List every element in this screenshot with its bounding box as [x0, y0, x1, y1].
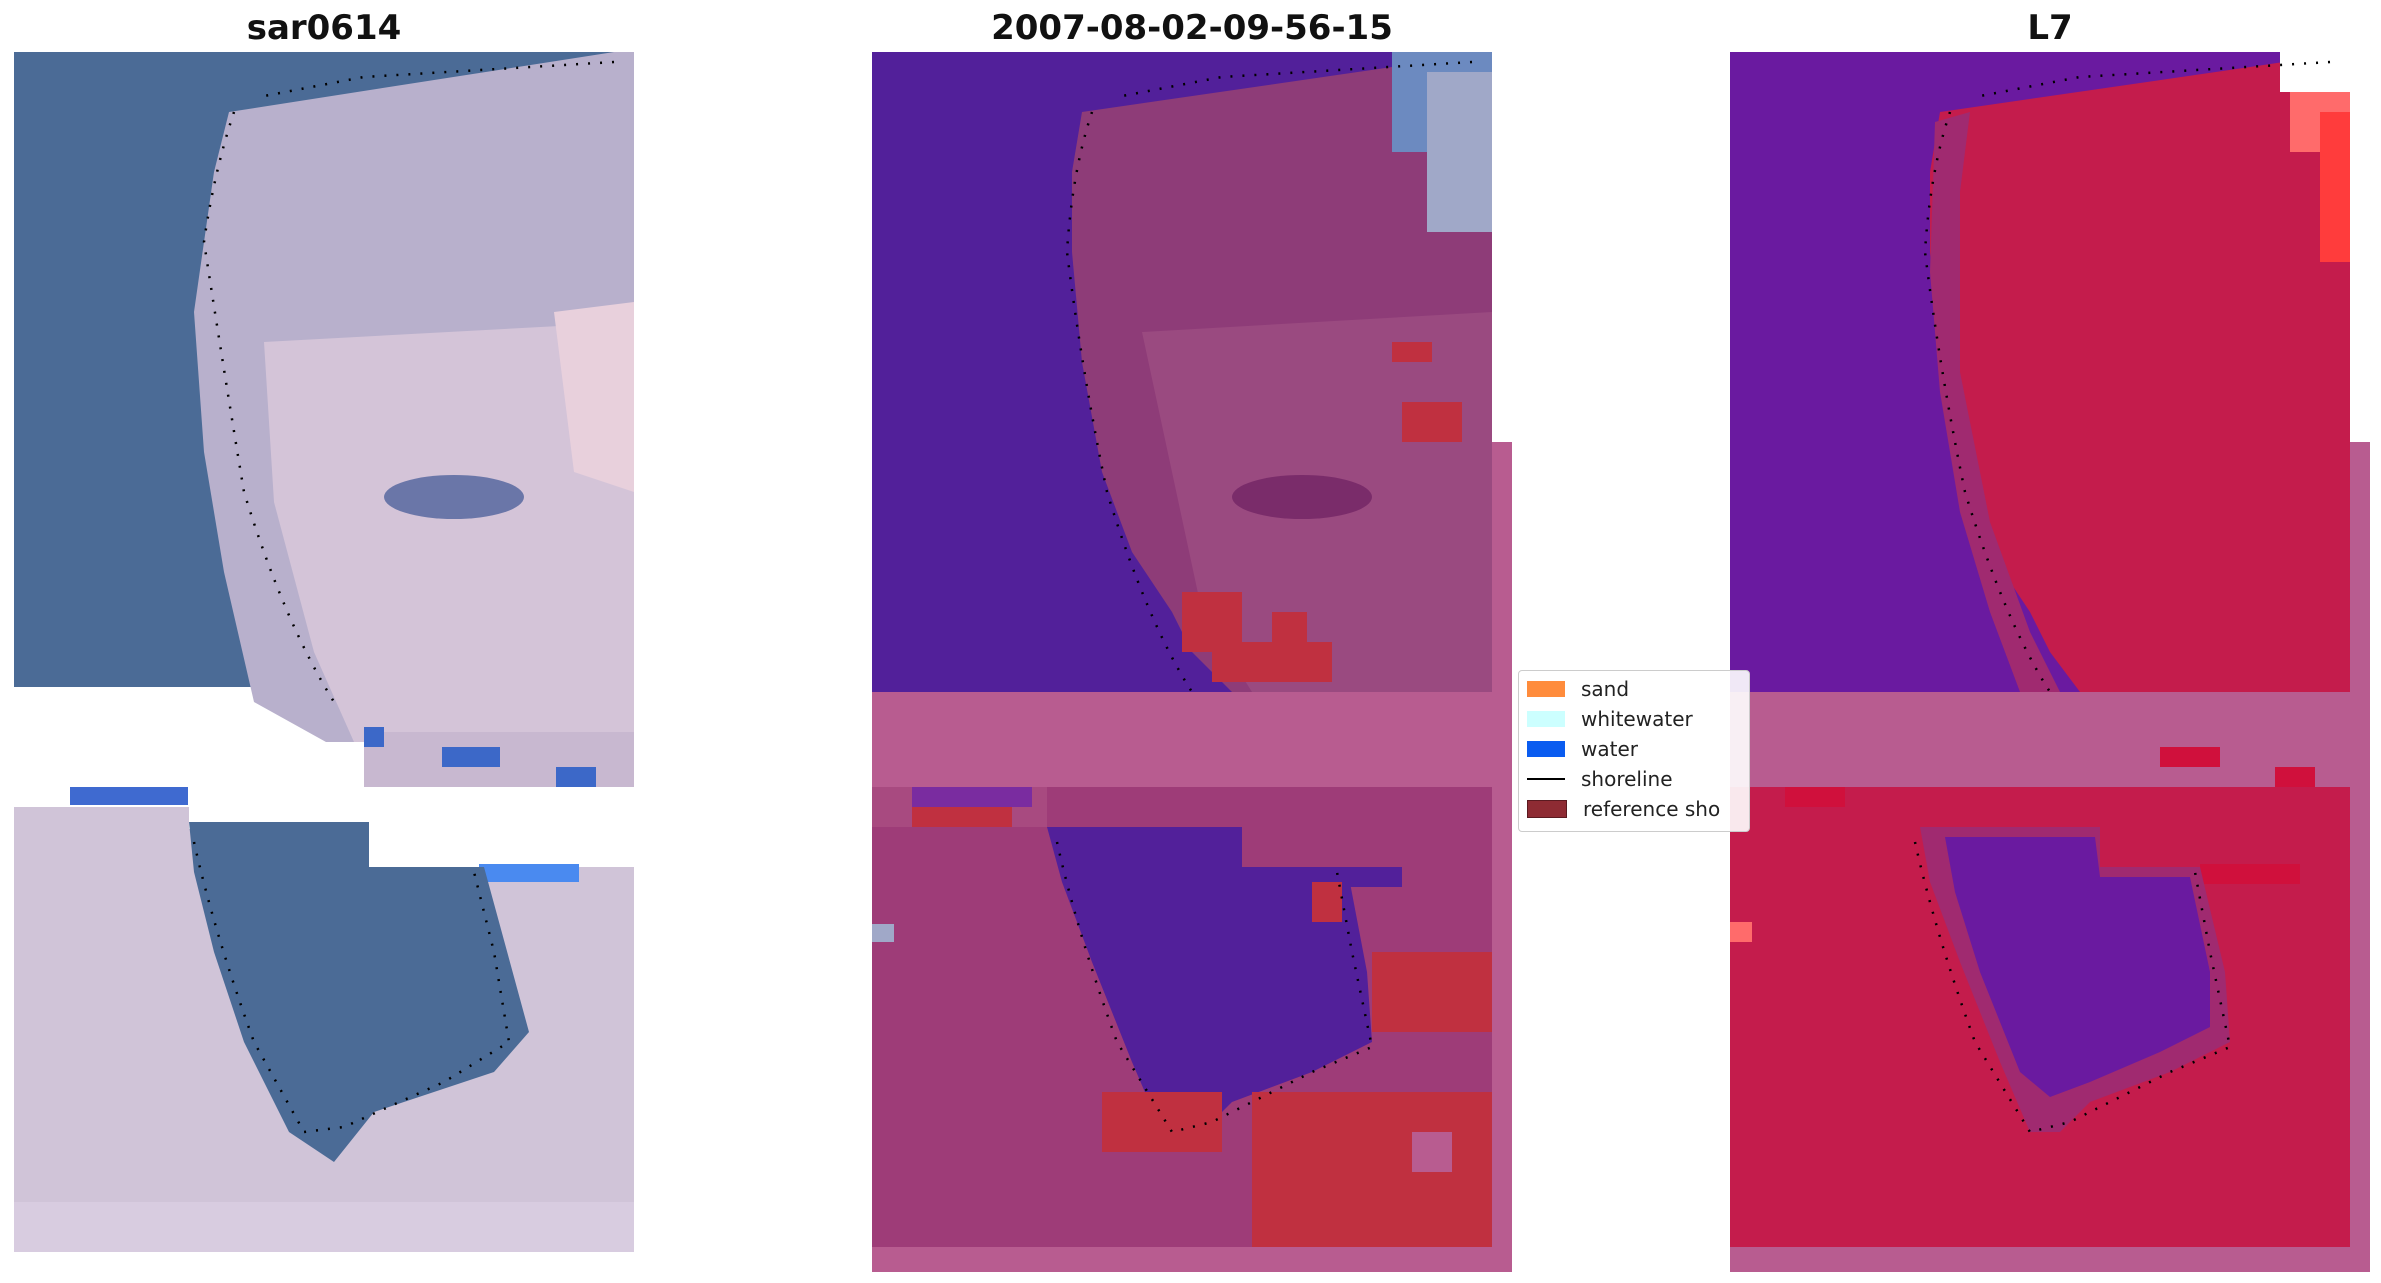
- legend: sand whitewater water shoreline referenc…: [1518, 670, 1750, 832]
- rgb-image-panel: [14, 52, 634, 1252]
- right-panel-title: L7: [2027, 8, 2073, 48]
- legend-label: reference sho: [1583, 797, 1721, 821]
- index-image-panel: [1730, 52, 2370, 1272]
- legend-item-water: water: [1527, 737, 1638, 761]
- sand-swatch: [1527, 681, 1565, 697]
- legend-label: whitewater: [1581, 707, 1693, 731]
- middle-panel-title: 2007-08-02-09-56-15: [991, 8, 1393, 48]
- legend-item-shoreline: shoreline: [1527, 767, 1673, 791]
- whitewater-swatch: [1527, 711, 1565, 727]
- legend-label: shoreline: [1581, 767, 1673, 791]
- water-swatch: [1527, 741, 1565, 757]
- legend-item-whitewater: whitewater: [1527, 707, 1693, 731]
- classified-image-panel: [872, 52, 1512, 1272]
- rgb-lower-block: [14, 787, 634, 1252]
- reference-shoreline-swatch: [1527, 800, 1567, 818]
- shoreline-swatch: [1527, 778, 1565, 780]
- legend-item-reference-shoreline: reference sho: [1527, 797, 1720, 821]
- left-panel-title: sar0614: [246, 8, 402, 48]
- legend-label: water: [1581, 737, 1638, 761]
- legend-label: sand: [1581, 677, 1630, 701]
- legend-item-sand: sand: [1527, 677, 1629, 701]
- rgb-upper-block: [14, 52, 634, 792]
